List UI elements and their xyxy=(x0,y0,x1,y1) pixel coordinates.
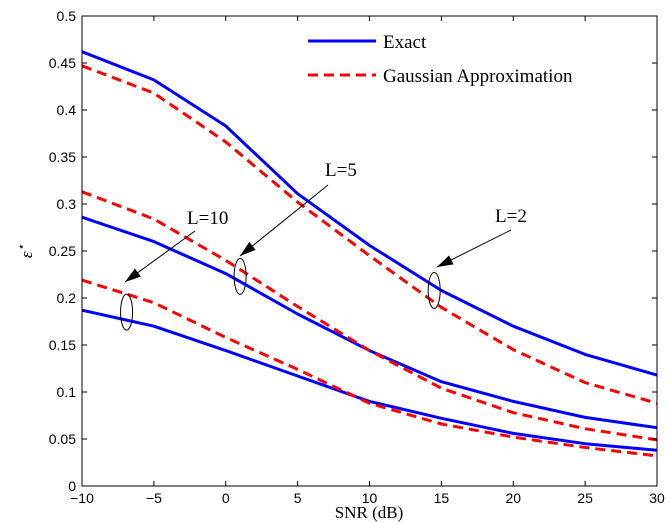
annotation-arrowhead-l5 xyxy=(240,242,256,256)
annotation-ellipse-l2 xyxy=(427,271,441,309)
y-tick-label: 0.2 xyxy=(57,290,77,306)
x-tick-label: 15 xyxy=(434,490,450,506)
legend-label-gaussian: Gaussian Approximation xyxy=(383,66,573,87)
series-line-l2-exact xyxy=(81,50,658,377)
series-layer xyxy=(81,50,658,458)
y-axis-label-base: ε xyxy=(17,251,36,258)
legend-label-exact: Exact xyxy=(383,32,427,53)
annotation-label-l10: L=10 xyxy=(187,208,228,229)
y-tick-label: 0.05 xyxy=(49,431,76,447)
y-tick-label: 0.4 xyxy=(57,102,77,118)
series-line-l10-exact xyxy=(81,308,658,452)
y-axis-label-sup: ⋆ xyxy=(14,243,28,251)
annotation-ellipse-l10 xyxy=(120,293,134,331)
series-line-l10-gaussian xyxy=(81,278,658,458)
x-tick-label: 25 xyxy=(577,490,593,506)
y-tick-label: 0.45 xyxy=(49,55,76,71)
series-line-l5-exact xyxy=(81,215,658,430)
x-tick-label: −5 xyxy=(146,490,162,506)
y-tick-label: 0.25 xyxy=(49,243,76,259)
annotation-arrowhead-l2 xyxy=(437,255,454,267)
series-line-l5-gaussian xyxy=(81,190,658,442)
x-tick-label: 10 xyxy=(362,490,378,506)
annotation-label-l5: L=5 xyxy=(325,160,357,181)
x-tick-label: 30 xyxy=(649,490,665,506)
legend: Exact Gaussian Approximation xyxy=(308,32,573,87)
series-line-l2-gaussian xyxy=(81,64,658,405)
x-tick-label: 5 xyxy=(294,490,302,506)
y-tick-label: 0.5 xyxy=(57,8,77,24)
annotation-label-l2: L=2 xyxy=(495,206,527,227)
y-axis-label: ε⋆ xyxy=(14,243,36,258)
svg-text:ε⋆: ε⋆ xyxy=(14,243,36,258)
x-axis-label: SNR (dB) xyxy=(335,503,403,522)
y-tick-label: 0 xyxy=(68,478,76,494)
y-tick-label: 0.15 xyxy=(49,337,76,353)
ticks-layer: −10 −5 0 5 10 15 20 25 30 0 0.05 0.1 0.15 0.2 0.25 0.3 0… xyxy=(49,8,665,506)
annotation-layer: L=2 L=5 L=10 xyxy=(120,160,527,331)
y-tick-label: 0.35 xyxy=(49,149,76,165)
x-tick-label: 20 xyxy=(505,490,521,506)
annotation-arrowhead-l10 xyxy=(125,268,141,282)
x-tick-label: −10 xyxy=(70,490,94,506)
annotation-arrow-l5 xyxy=(239,184,329,257)
x-tick-label: 0 xyxy=(222,490,230,506)
y-tick-label: 0.3 xyxy=(57,196,77,212)
annotation-ellipse-l5 xyxy=(233,257,247,295)
y-tick-label: 0.1 xyxy=(57,384,77,400)
